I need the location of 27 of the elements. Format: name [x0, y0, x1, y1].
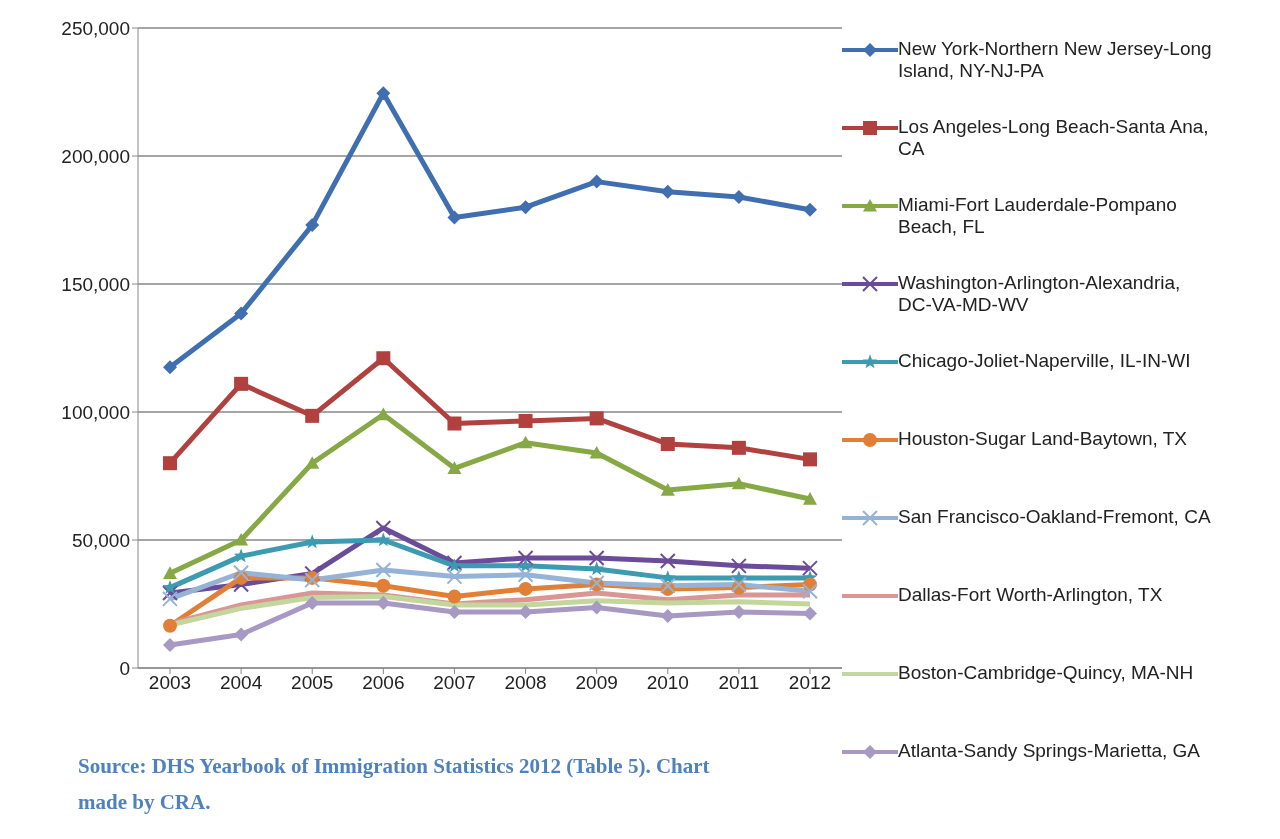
x-tick-label: 2009: [575, 672, 618, 694]
x-tick-label: 2010: [646, 672, 689, 694]
x-tick-label: 2005: [291, 672, 334, 694]
legend-label: New York-Northern New Jersey-Long Island, NY-NJ-PA: [898, 38, 1213, 82]
legend-label: Atlanta-Sandy Springs-Marietta, GA: [898, 740, 1202, 762]
y-tick-label: 250,000: [61, 17, 130, 39]
y-tick-label: 100,000: [61, 401, 130, 423]
x-tick-label: 2008: [504, 672, 547, 694]
x-tick-label: 2004: [219, 672, 263, 694]
x-tick-label: 2012: [788, 672, 832, 694]
x-tick-label: 2006: [362, 672, 405, 694]
legend-label: Washington-Arlington-Alexandria, DC-VA-MD-WV: [898, 272, 1182, 316]
legend-label: San Francisco-Oakland-Fremont, CA: [898, 506, 1212, 528]
y-tick-label: 50,000: [71, 529, 130, 551]
legend-label: Chicago-Joliet-Naperville, IL-IN-WI: [898, 350, 1192, 372]
legend-label: Boston-Cambridge-Quincy, MA-NH: [898, 662, 1195, 684]
y-tick-label: 150,000: [61, 273, 130, 295]
legend-label: Miami-Fort Lauderdale-Pompano Beach, FL: [898, 194, 1178, 238]
y-tick-label: 0: [119, 657, 130, 679]
y-tick-label: 200,000: [61, 145, 130, 167]
legend-label: Houston-Sugar Land-Baytown, TX: [898, 428, 1189, 450]
x-tick-label: 2003: [148, 672, 192, 694]
legend-label: Dallas-Fort Worth-Arlington, TX: [898, 584, 1164, 606]
x-tick-label: 2007: [433, 672, 476, 694]
source-note: Source: DHS Yearbook of Immigration Statistics 2012 (Table 5). Chart made by CRA.: [78, 753, 711, 816]
legend-label: Los Angeles-Long Beach-Santa Ana, CA: [898, 116, 1210, 160]
x-tick-label: 2011: [718, 672, 760, 694]
